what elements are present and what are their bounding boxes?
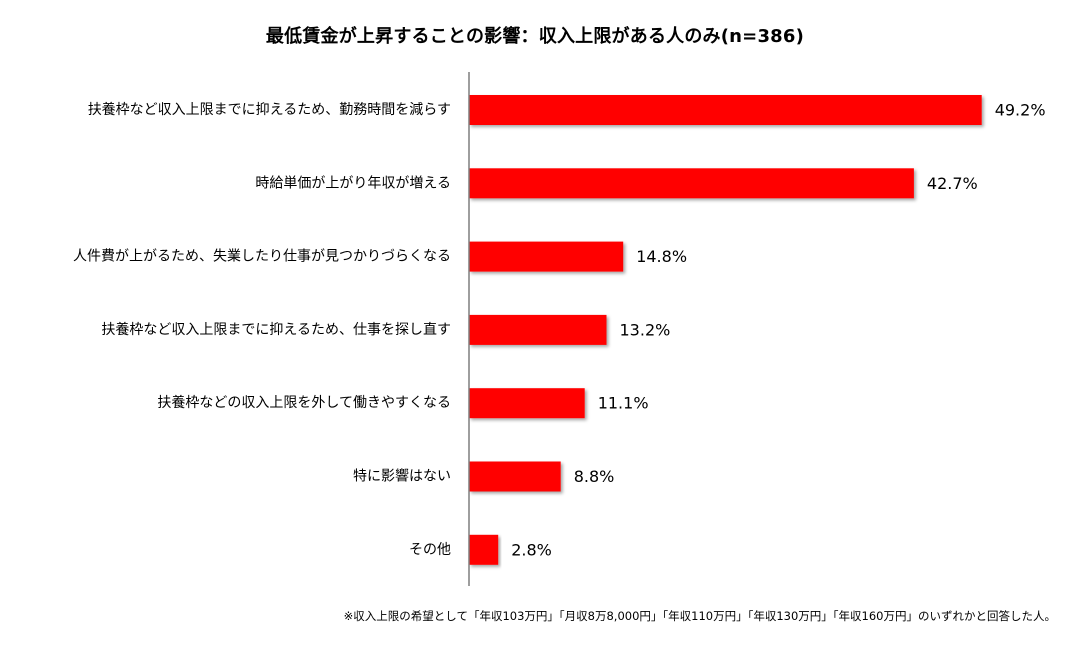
bar <box>469 461 561 492</box>
footnote: ※収入上限の希望として「年収103万円」「月収8万8,000円」「年収110万円… <box>343 609 1056 623</box>
bar <box>469 95 982 125</box>
bar <box>469 241 624 272</box>
category-label: 扶養枠など収入上限までに抑えるため、仕事を探し直す <box>101 321 451 338</box>
value-label: 42.7% <box>927 174 978 193</box>
bars-layer <box>469 95 982 565</box>
category-label: 扶養枠など収入上限までに抑えるため、勤務時間を減らす <box>88 101 451 118</box>
value-label: 8.8% <box>574 467 615 486</box>
bar <box>469 168 914 199</box>
category-label: 特に影響はない <box>353 468 451 485</box>
bar <box>469 534 499 565</box>
value-labels: 49.2% 42.7% 14.8% 13.2% 11.1% 8.8% 2.8% <box>511 101 1045 560</box>
value-label: 14.8% <box>636 247 687 266</box>
value-label: 49.2% <box>995 101 1046 120</box>
category-labels: 扶養枠など収入上限までに抑えるため、勤務時間を減らす時給単価が上がり年収が増える… <box>73 101 451 558</box>
category-label: その他 <box>409 542 451 558</box>
value-label: 2.8% <box>511 540 552 559</box>
bar <box>469 388 585 419</box>
category-label: 時給単価が上がり年収が増える <box>255 175 451 191</box>
category-label: 人件費が上がるため、失業したり仕事が見つかりづらくなる <box>73 249 451 265</box>
value-label: 11.1% <box>598 394 649 413</box>
bar <box>469 314 607 345</box>
category-label: 扶養枠などの収入上限を外して働きやすくなる <box>157 394 451 411</box>
chart-title: 最低賃金が上昇することの影響：収入上限がある人のみ(n=386) <box>265 26 805 47</box>
value-label: 13.2% <box>620 320 671 339</box>
